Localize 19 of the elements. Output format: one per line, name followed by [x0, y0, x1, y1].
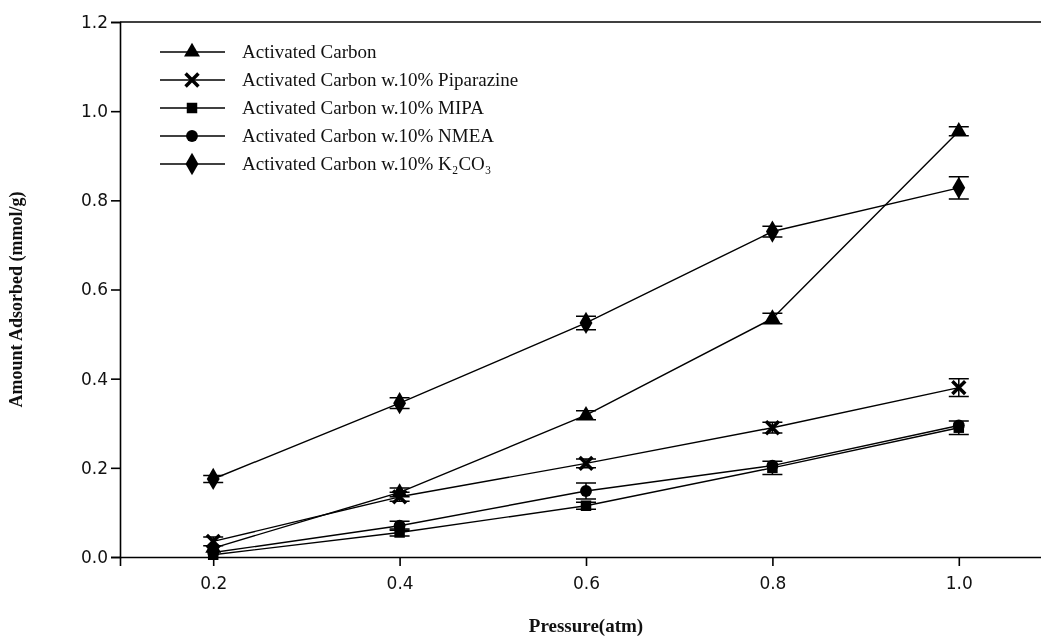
x-tick-label: 1.0 — [945, 573, 973, 594]
y-tick-label: 0.0 — [80, 546, 108, 567]
legend-label: Activated Carbon w.10% Piparazine — [242, 69, 519, 90]
legend-label: Activated Carbon w.10% MIPA — [242, 97, 485, 118]
x-tick-label: 0.2 — [200, 573, 228, 594]
y-tick-label: 1.2 — [80, 11, 108, 32]
x-tick-label: 0.6 — [572, 573, 601, 594]
x-tick-label: 0.4 — [386, 573, 414, 594]
y-tick-label: 0.2 — [80, 457, 108, 478]
x-axis-title: Pressure(atm) — [528, 615, 644, 637]
y-tick-label: 0.6 — [80, 279, 108, 300]
legend-label: Activated Carbon w.10% K₂CO₃ — [242, 153, 492, 174]
y-tick-label: 0.8 — [80, 190, 108, 211]
y-axis-title: Amount Adsorbed (mmol/g) — [6, 191, 27, 408]
x-tick-label: 0.8 — [759, 573, 787, 594]
legend-label: Activated Carbon — [242, 41, 378, 62]
y-tick-label: 1.0 — [80, 101, 108, 122]
legend-label: Activated Carbon w.10% NMEA — [242, 125, 495, 146]
y-tick-label: 0.4 — [80, 368, 108, 389]
